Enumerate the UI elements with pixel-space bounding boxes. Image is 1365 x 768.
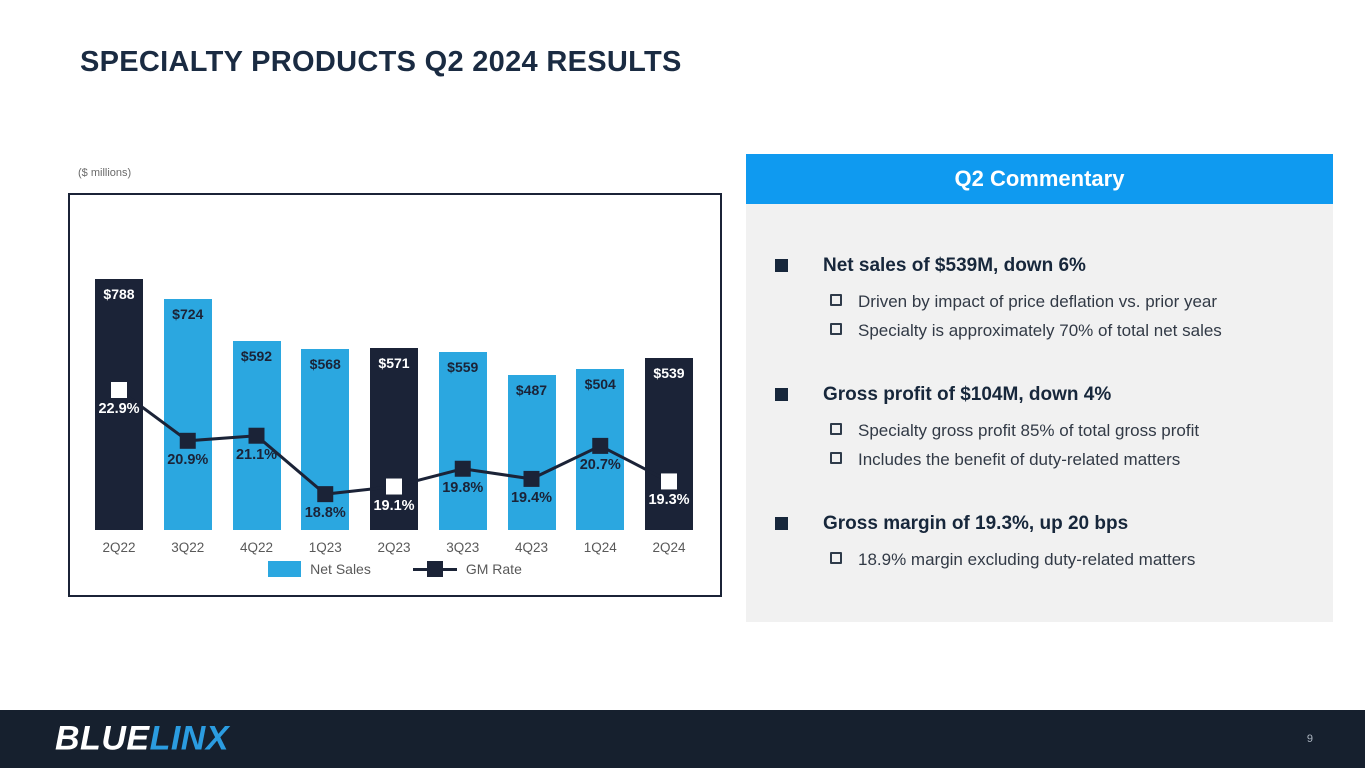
commentary-sub-text: Specialty is approximately 70% of total …	[858, 321, 1222, 340]
filled-square-bullet-icon	[775, 517, 788, 530]
commentary-sub-item: Driven by impact of price deflation vs. …	[775, 287, 1305, 316]
gm-rate-label: 20.7%	[579, 456, 621, 473]
gm-rate-label: 18.8%	[304, 505, 346, 522]
bluelinx-logo: BLUELINX	[55, 720, 229, 759]
gm-rate-line	[111, 382, 677, 503]
hollow-square-bullet-icon	[830, 423, 842, 435]
page-title: SPECIALTY PRODUCTS Q2 2024 RESULTS	[80, 46, 682, 78]
legend-item-net-sales: Net Sales	[268, 561, 371, 577]
hollow-square-bullet-icon	[830, 552, 842, 564]
net-sales-value-label: $487	[515, 382, 548, 398]
commentary-group-2: Gross profit of $104M, down 4% Specialty …	[775, 383, 1305, 474]
commentary-heading-text: Gross margin of 19.3%, up 20 bps	[823, 513, 1129, 534]
commentary-panel: Q2 Commentary Net sales of $539M, down 6…	[746, 154, 1333, 622]
commentary-sub-item: Includes the benefit of duty-related mat…	[775, 445, 1305, 474]
logo-linx-text: LINX	[149, 719, 230, 758]
x-axis-label: 4Q22	[239, 540, 274, 555]
gm-rate-label: 20.9%	[167, 451, 209, 468]
commentary-sub-text: Specialty gross profit 85% of total gros…	[858, 421, 1200, 440]
net-sales-bar-2Q22	[95, 279, 143, 530]
gm-rate-marker-4Q23	[523, 470, 540, 487]
chart-units-label: ($ millions)	[78, 167, 132, 179]
commentary-heading-text: Net sales of $539M, down 6%	[823, 255, 1086, 276]
gm-rate-marker-2Q24	[661, 473, 677, 490]
net-sales-value-label: $571	[378, 355, 410, 371]
gm-rate-label: 19.8%	[442, 479, 484, 496]
footer-bar: BLUELINX 9	[0, 710, 1365, 768]
commentary-heading: Net sales of $539M, down 6%	[775, 254, 1305, 278]
chart-legend: Net Sales GM Rate	[70, 561, 720, 577]
commentary-sub-item: Specialty gross profit 85% of total gros…	[775, 416, 1305, 445]
x-axis-label: 1Q23	[308, 540, 342, 555]
x-axis-label: 4Q23	[514, 540, 549, 555]
net-sales-bar-3Q22	[163, 299, 212, 530]
net-sales-value-label: $724	[172, 306, 204, 322]
net-sales-bar-2Q24	[645, 358, 693, 530]
commentary-sub-item: 18.9% margin excluding duty-related matt…	[775, 545, 1305, 574]
x-axis-label: 2Q22	[102, 540, 136, 555]
x-axis-label: 1Q24	[583, 540, 617, 555]
legend-item-gm-rate: GM Rate	[412, 561, 522, 577]
net-sales-value-label: $539	[653, 365, 685, 381]
gm-rate-marker-4Q22	[248, 427, 265, 444]
filled-square-bullet-icon	[775, 388, 788, 401]
commentary-heading: Gross margin of 19.3%, up 20 bps	[775, 512, 1305, 536]
hollow-square-bullet-icon	[830, 294, 842, 306]
gm-rate-marker-3Q23	[454, 460, 471, 477]
commentary-sub-item: Specialty is approximately 70% of total …	[775, 316, 1305, 345]
legend-label: Net Sales	[310, 561, 371, 577]
logo-blue-text: BLUE	[55, 719, 150, 758]
gm-rate-label: 19.1%	[373, 497, 415, 514]
hollow-square-bullet-icon	[830, 323, 842, 335]
gm-rate-label: 19.4%	[510, 489, 553, 506]
net-sales-value-label: $568	[309, 356, 341, 372]
commentary-sub-text: Driven by impact of price deflation vs. …	[858, 292, 1218, 311]
x-axis-label: 3Q22	[171, 540, 205, 555]
net-sales-bar-4Q23	[507, 375, 556, 530]
gm-rate-marker-1Q24	[592, 437, 609, 454]
commentary-body: Net sales of $539M, down 6% Driven by imp…	[746, 204, 1333, 622]
gm-rate-label: 22.9%	[98, 401, 140, 417]
gm-rate-marker-2Q22	[111, 382, 127, 398]
commentary-group-3: Gross margin of 19.3%, up 20 bps 18.9% ma…	[775, 512, 1305, 574]
gm-rate-marker-3Q22	[179, 432, 196, 449]
x-axis-label: 2Q24	[652, 540, 686, 555]
gm-rate-marker-1Q23	[317, 486, 334, 503]
filled-square-bullet-icon	[775, 259, 788, 272]
net-sales-value-label: $559	[447, 359, 479, 375]
commentary-heading-text: Gross profit of $104M, down 4%	[823, 384, 1112, 405]
x-axis-label: 2Q23	[377, 540, 411, 555]
gm-rate-label: 21.1%	[235, 446, 278, 463]
net-sales-gm-rate-chart: $788 2Q22 $724 3Q22 $592 4Q22 $568 1Q23 $571 2Q23…	[68, 193, 722, 597]
x-axis-label: 3Q23	[446, 540, 480, 555]
gm-rate-swatch-icon	[412, 561, 457, 577]
page-number: 9	[1306, 733, 1313, 745]
net-sales-bar-2Q23	[370, 348, 418, 530]
net-sales-value-label: $788	[103, 286, 135, 302]
net-sales-value-label: $504	[584, 376, 616, 392]
commentary-group-1: Net sales of $539M, down 6% Driven by imp…	[775, 254, 1305, 345]
gm-rate-label: 19.3%	[648, 492, 690, 509]
net-sales-bar-3Q23	[438, 352, 487, 530]
gm-rate-marker-2Q23	[386, 478, 402, 495]
commentary-sub-text: Includes the benefit of duty-related mat…	[858, 450, 1181, 469]
legend-label: GM Rate	[465, 561, 522, 577]
chart-plot-area: $788 2Q22 $724 3Q22 $592 4Q22 $568 1Q23 $571 2Q23…	[70, 195, 720, 595]
commentary-sub-text: 18.9% margin excluding duty-related matt…	[858, 550, 1196, 569]
commentary-header: Q2 Commentary	[746, 154, 1333, 204]
net-sales-swatch-icon	[268, 561, 302, 577]
commentary-heading: Gross profit of $104M, down 4%	[775, 383, 1305, 407]
hollow-square-bullet-icon	[830, 452, 842, 464]
net-sales-value-label: $592	[240, 348, 273, 364]
